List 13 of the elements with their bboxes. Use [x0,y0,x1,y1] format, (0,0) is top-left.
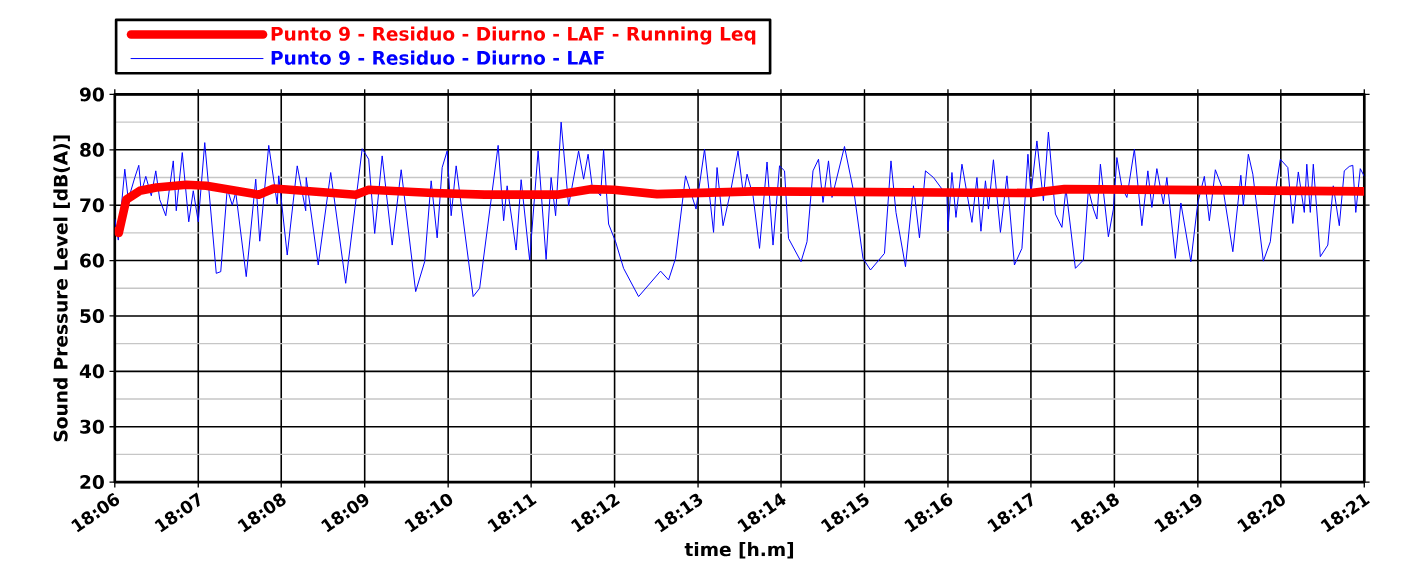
y-tick-label: 60 [80,253,104,268]
y-tick-label: 20 [80,474,104,489]
text: Punto 9 - Residuo - Diurno - LAF [271,50,604,65]
text: Punto 9 - Residuo - Diurno - LAF - Running Leq [271,26,756,45]
y-tick-label: 70 [80,197,104,212]
x-axis-title: time [h.m] [684,541,794,559]
y-tick-label: 30 [80,419,104,434]
y-axis-title: Sound Pressure Level [dB(A)] [53,135,70,442]
y-tick-label: 90 [79,87,104,102]
y-tick-label: 40 [79,364,104,379]
line-series [114,121,1365,297]
y-tick-label: 50 [80,308,104,323]
y-tick-label: 80 [80,142,104,157]
